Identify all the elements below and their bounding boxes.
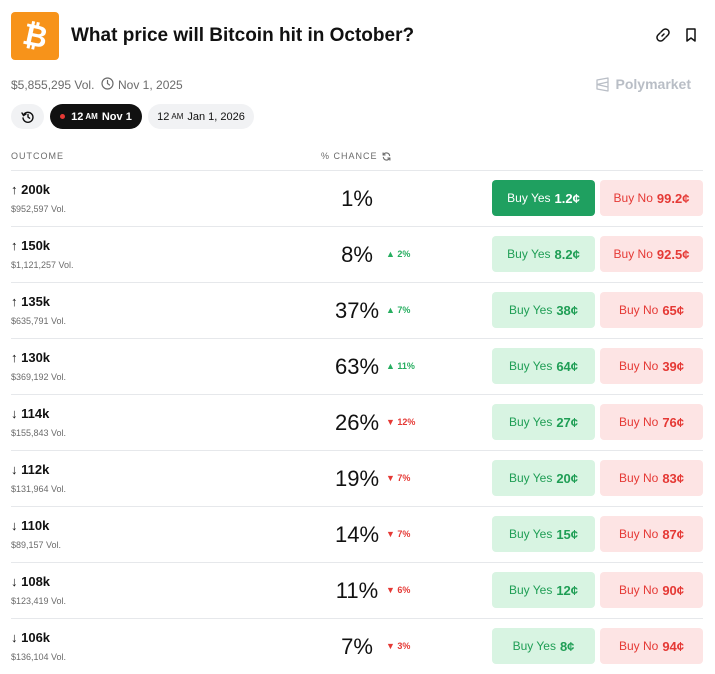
- buy-no-button[interactable]: Buy No 87¢: [600, 516, 703, 552]
- live-dot-icon: [60, 114, 66, 119]
- outcome-label: ↑ 200k: [11, 182, 51, 197]
- outcome-chance: 19%: [334, 466, 380, 491]
- market-header: ₿ What price will Bitcoin hit in October…: [11, 12, 705, 60]
- outcome-label: ↑ 130k: [11, 350, 51, 365]
- buy-no-button[interactable]: Buy No 99.2¢: [600, 180, 703, 216]
- outcome-row[interactable]: ↑ 150k $1,121,257 Vol. 8% ▲ 2% Buy Yes 8.2¢ Bu…: [11, 226, 703, 282]
- market-meta: $5,855,295 Vol. Nov 1, 2025 Polymarket: [11, 76, 705, 94]
- buy-no-button[interactable]: Buy No 90¢: [600, 572, 703, 608]
- date-chip-next[interactable]: 12 AM Jan 1, 2026: [148, 104, 254, 129]
- clock-icon: [101, 77, 114, 93]
- outcome-label: ↓ 114k: [11, 406, 50, 421]
- chance-change: ▲ 7%: [386, 305, 411, 315]
- buy-no-button[interactable]: Buy No 65¢: [600, 292, 703, 328]
- outcome-row[interactable]: ↓ 106k $136,104 Vol. 7% ▼ 3% Buy Yes 8¢ Buy No…: [11, 618, 703, 674]
- outcome-volume: $136,104 Vol.: [11, 652, 67, 662]
- buy-no-button[interactable]: Buy No 92.5¢: [600, 236, 703, 272]
- buy-yes-button[interactable]: Buy Yes 8¢: [492, 628, 595, 664]
- chance-change: ▼ 6%: [386, 585, 411, 595]
- outcome-chance: 37%: [334, 298, 380, 323]
- bitcoin-logo-icon: ₿: [11, 12, 59, 60]
- outcome-chance: 63%: [334, 354, 380, 379]
- buy-yes-button[interactable]: Buy Yes 12¢: [492, 572, 595, 608]
- outcome-row[interactable]: ↑ 135k $635,791 Vol. 37% ▲ 7% Buy Yes 38¢ Buy …: [11, 282, 703, 338]
- buy-yes-button[interactable]: Buy Yes 8.2¢: [492, 236, 595, 272]
- buy-yes-button[interactable]: Buy Yes 20¢: [492, 460, 595, 496]
- buy-no-button[interactable]: Buy No 94¢: [600, 628, 703, 664]
- outcome-row[interactable]: ↓ 114k $155,843 Vol. 26% ▼ 12% Buy Yes 27¢ Buy…: [11, 394, 703, 450]
- end-date: Nov 1, 2025: [118, 78, 183, 92]
- outcome-volume: $155,843 Vol.: [11, 428, 67, 438]
- buy-yes-button[interactable]: Buy Yes 38¢: [492, 292, 595, 328]
- buy-no-button[interactable]: Buy No 76¢: [600, 404, 703, 440]
- chance-change: ▼ 7%: [386, 473, 411, 483]
- outcome-volume: $1,121,257 Vol.: [11, 260, 74, 270]
- buy-yes-button[interactable]: Buy Yes 15¢: [492, 516, 595, 552]
- outcome-chance: 26%: [334, 410, 380, 435]
- outcome-label: ↑ 135k: [11, 294, 51, 309]
- outcome-row[interactable]: ↓ 108k $123,419 Vol. 11% ▼ 6% Buy Yes 12¢ Buy …: [11, 562, 703, 618]
- outcome-list: ↑ 200k $952,597 Vol. 1% Buy Yes 1.2¢ Buy No 99…: [11, 170, 703, 674]
- outcome-volume: $89,157 Vol.: [11, 540, 62, 550]
- history-chip[interactable]: [11, 104, 44, 129]
- chance-column-header: % CHANCE: [321, 151, 391, 161]
- history-icon: [20, 111, 34, 123]
- polymarket-brand: Polymarket: [595, 76, 691, 92]
- chance-change: ▼ 3%: [386, 641, 411, 651]
- outcome-label: ↓ 112k: [11, 462, 50, 477]
- buy-yes-button[interactable]: Buy Yes 1.2¢: [492, 180, 595, 216]
- total-volume: $5,855,295 Vol.: [11, 78, 95, 92]
- buy-no-button[interactable]: Buy No 39¢: [600, 348, 703, 384]
- outcome-chance: 14%: [334, 522, 380, 547]
- outcome-label: ↓ 110k: [11, 518, 50, 533]
- bookmark-icon[interactable]: [682, 26, 700, 44]
- chance-change: ▼ 7%: [386, 529, 411, 539]
- market-title: What price will Bitcoin hit in October?: [71, 25, 415, 46]
- outcome-chance: 11%: [335, 578, 379, 603]
- chance-change: ▼ 12%: [386, 417, 416, 427]
- outcome-volume: $952,597 Vol.: [11, 204, 67, 214]
- buy-yes-button[interactable]: Buy Yes 27¢: [492, 404, 595, 440]
- refresh-icon[interactable]: [382, 151, 391, 161]
- outcome-chance: 7%: [341, 634, 373, 659]
- outcome-label: ↑ 150k: [11, 238, 51, 253]
- outcome-chance: 1%: [341, 186, 373, 211]
- outcome-chance: 8%: [341, 242, 373, 267]
- outcome-row[interactable]: ↓ 110k $89,157 Vol. 14% ▼ 7% Buy Yes 15¢ Buy N…: [11, 506, 703, 562]
- outcome-row[interactable]: ↑ 200k $952,597 Vol. 1% Buy Yes 1.2¢ Buy No 99…: [11, 170, 703, 226]
- link-icon[interactable]: [654, 26, 672, 44]
- date-chip-active[interactable]: 12 AM Nov 1: [50, 104, 142, 129]
- outcome-label: ↓ 108k: [11, 574, 51, 589]
- buy-yes-button[interactable]: Buy Yes 64¢: [492, 348, 595, 384]
- outcome-volume: $635,791 Vol.: [11, 316, 67, 326]
- chance-change: ▲ 11%: [386, 361, 415, 371]
- outcome-column-header: OUTCOME: [11, 151, 64, 161]
- outcome-label: ↓ 106k: [11, 630, 51, 645]
- outcome-row[interactable]: ↑ 130k $369,192 Vol. 63% ▲ 11% Buy Yes 64¢ Buy…: [11, 338, 703, 394]
- buy-no-button[interactable]: Buy No 83¢: [600, 460, 703, 496]
- outcome-volume: $369,192 Vol.: [11, 372, 67, 382]
- outcome-row[interactable]: ↓ 112k $131,964 Vol. 19% ▼ 7% Buy Yes 20¢ Buy …: [11, 450, 703, 506]
- chance-change: ▲ 2%: [386, 249, 411, 259]
- polymarket-logo-icon: [595, 76, 609, 92]
- outcome-volume: $123,419 Vol.: [11, 596, 67, 606]
- outcome-volume: $131,964 Vol.: [11, 484, 67, 494]
